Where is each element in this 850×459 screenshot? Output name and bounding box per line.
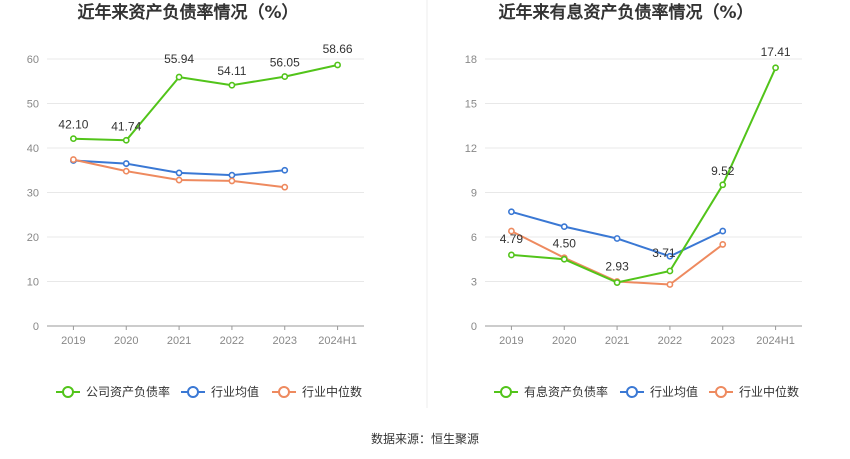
data-point <box>228 81 236 89</box>
y-tick-label: 10 <box>27 277 39 289</box>
y-tick-label: 30 <box>27 188 39 200</box>
data-point <box>281 73 289 80</box>
data-point <box>228 177 236 185</box>
y-tick-label: 9 <box>471 188 477 200</box>
data-label: 58.66 <box>323 42 353 56</box>
legend-marker-circle <box>715 386 727 398</box>
data-label: 4.50 <box>553 236 577 250</box>
data-label: 56.05 <box>270 56 300 70</box>
data-point <box>122 167 130 175</box>
data-point <box>719 181 727 189</box>
series-line-0 <box>511 67 777 284</box>
legend-marker-circle <box>500 386 512 398</box>
legend-item-1: 行业均值 <box>620 384 698 399</box>
y-tick-label: 15 <box>465 99 477 111</box>
legend-label: 行业均值 <box>650 384 698 399</box>
x-tick-label: 2024H1 <box>756 335 795 347</box>
data-point <box>334 61 341 69</box>
data-point <box>560 223 568 231</box>
data-point <box>613 279 621 286</box>
data-point <box>666 252 674 260</box>
data-point <box>228 171 236 179</box>
y-tick-label: 12 <box>465 143 477 155</box>
data-point <box>70 156 77 163</box>
data-point <box>508 251 515 259</box>
legend-label: 公司资产负债率 <box>86 384 170 399</box>
legend-label: 行业中位数 <box>302 384 362 399</box>
y-tick-label: 6 <box>471 232 477 244</box>
data-point <box>122 160 130 167</box>
legend-marker-circle <box>62 386 74 398</box>
x-tick-label: 2020 <box>114 335 138 347</box>
data-label: 41.74 <box>111 119 141 133</box>
x-tick-label: 2021 <box>605 335 629 347</box>
y-tick-label: 0 <box>471 321 477 333</box>
data-point <box>70 135 77 143</box>
data-point <box>175 169 183 177</box>
series-line-0 <box>73 64 338 142</box>
x-tick-label: 2021 <box>167 335 191 347</box>
data-point <box>613 235 621 242</box>
data-label: 4.79 <box>500 232 524 246</box>
data-point <box>175 176 183 184</box>
data-label: 2.93 <box>605 260 629 274</box>
data-label: 42.10 <box>58 118 88 132</box>
data-label: 3.71 <box>652 246 676 260</box>
data-label: 9.52 <box>711 164 735 178</box>
legend-marker-circle <box>626 386 638 398</box>
data-label: 54.11 <box>217 64 246 78</box>
y-tick-label: 3 <box>471 277 477 289</box>
legend-item-0: 公司资产负债率 <box>56 384 170 399</box>
legend-marker-circle <box>278 386 290 398</box>
series-line-1 <box>511 210 724 258</box>
data-point <box>508 208 515 216</box>
y-tick-label: 50 <box>27 99 39 111</box>
data-point <box>772 64 779 72</box>
legend-item-0: 有息资产负债率 <box>494 384 608 399</box>
data-point <box>508 227 515 235</box>
x-tick-label: 2019 <box>61 335 85 347</box>
legend-label: 有息资产负债率 <box>524 384 608 399</box>
y-tick-label: 18 <box>465 54 477 66</box>
data-point <box>719 227 727 235</box>
x-tick-label: 2022 <box>658 335 682 347</box>
chart-title: 近年来资产负债率情况（%） <box>77 2 298 23</box>
chart-panel-debt-ratio: 近年来资产负债率情况（%） 0 10 20 30 40 50 60 2019 2020 2021 20… <box>27 2 364 399</box>
data-point <box>281 166 289 174</box>
data-point <box>560 255 568 263</box>
legend-label: 行业均值 <box>211 384 259 399</box>
data-point <box>175 73 183 81</box>
y-tick-label: 60 <box>27 54 39 66</box>
data-point <box>719 241 727 248</box>
data-point <box>122 136 130 144</box>
y-tick-label: 0 <box>33 321 39 333</box>
legend-label: 行业中位数 <box>739 384 799 399</box>
x-tick-label: 2024H1 <box>318 335 357 347</box>
legend-item-2: 行业中位数 <box>709 384 799 399</box>
y-tick-label: 20 <box>27 232 39 244</box>
legend-item-2: 行业中位数 <box>272 384 362 399</box>
chart-title: 近年来有息资产负债率情况（%） <box>498 2 753 23</box>
x-tick-label: 2023 <box>273 335 297 347</box>
source-note: 数据来源：恒生聚源 <box>371 431 479 446</box>
data-point <box>666 267 674 275</box>
data-label: 55.94 <box>164 52 194 66</box>
x-tick-label: 2019 <box>499 335 523 347</box>
data-label: 17.41 <box>761 45 791 59</box>
data-point <box>666 281 674 288</box>
x-tick-label: 2020 <box>552 335 576 347</box>
chart-panel-interest-debt-ratio: 近年来有息资产负债率情况（%） 0 3 6 9 12 15 18 2019 2020 2021 202… <box>465 2 802 399</box>
legend-item-1: 行业均值 <box>181 384 259 399</box>
x-tick-label: 2022 <box>220 335 244 347</box>
data-point <box>281 183 289 191</box>
y-tick-label: 40 <box>27 143 39 155</box>
x-tick-label: 2023 <box>711 335 735 347</box>
legend-marker-circle <box>187 386 199 398</box>
